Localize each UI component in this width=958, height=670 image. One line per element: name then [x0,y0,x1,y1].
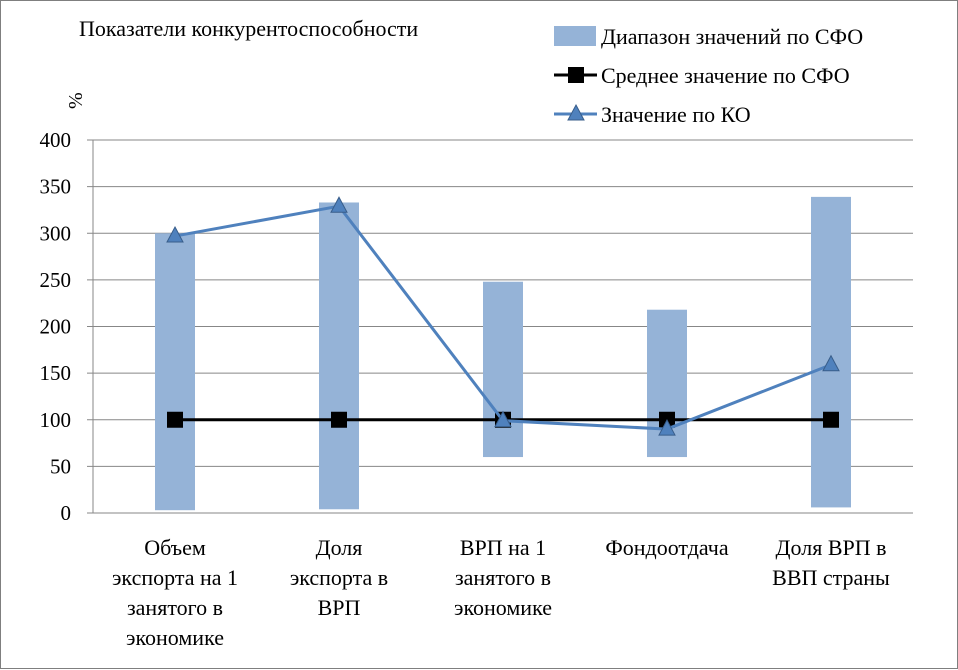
y-tick-label: 150 [40,361,72,385]
y-tick-label: 0 [61,501,72,525]
avg-point-marker [823,411,839,428]
y-tick-labels: 0 50 100 150 200 250 300 350 400 [40,128,72,525]
range-bar [483,281,523,458]
avg-point-marker [331,411,347,428]
x-category-label-line: Фондоотдача [605,535,729,560]
x-category-label-line: Доля [316,535,363,560]
legend-label-range: Диапазон значений по СФО [601,24,863,49]
ko-point-marker [494,410,512,428]
legend-swatch-range [554,26,596,46]
x-category-label: Объем экспорта на 1 занятого в экономике [112,535,238,650]
x-category-label-line: экономике [454,595,552,620]
x-category-label: Доля экспорта в ВРП [290,535,388,620]
legend-swatch-avg-marker [568,67,584,83]
x-category-label: Фондоотдача [605,535,729,560]
chart-title: Показатели конкурентоспособности [79,16,418,41]
range-bar [155,233,195,511]
y-tick-label: 400 [40,128,72,152]
range-bar [811,196,851,508]
x-category-labels: Объем экспорта на 1 занятого в экономике Дол… [112,535,890,650]
x-category-label-line: экспорта на 1 [112,565,238,590]
ko-point-marker [330,196,348,213]
legend-label-ko: Значение по КО [601,102,751,127]
y-tick-label: 100 [40,408,72,432]
range-bars [155,196,851,511]
ko-point-marker [166,225,184,243]
y-tick-label: 200 [40,315,72,339]
x-category-label-line: Объем [144,535,206,560]
avg-point-marker [167,411,183,428]
y-axis-unit-label: % [65,92,87,109]
x-category-label-line: ВРП [318,595,361,620]
x-category-label-line: занятого в [127,595,223,620]
legend: Диапазон значений по СФО Среднее значени… [554,24,863,127]
legend-swatch-ko-marker [567,103,585,121]
x-category-label: Доля ВРП в ВВП страны [772,535,890,590]
ko-point-marker [822,354,840,372]
x-category-label-line: экспорта в [290,565,388,590]
legend-label-avg: Среднее значение по СФО [601,63,850,88]
x-category-label: ВРП на 1 занятого в экономике [454,535,552,620]
axes [87,139,913,514]
y-tick-label: 250 [40,268,72,292]
ko-point-marker [658,419,676,436]
y-tick-label: 350 [40,175,72,199]
x-category-label-line: ВВП страны [772,565,890,590]
y-tick-label: 50 [50,454,71,478]
y-tick-label: 300 [40,221,72,245]
x-category-label-line: занятого в [455,565,551,590]
series-lines [166,196,840,436]
x-category-label-line: ВРП на 1 [460,535,546,560]
x-category-label-line: Доля ВРП в [776,535,887,560]
x-category-label-line: экономике [126,625,224,650]
range-bar [319,202,359,510]
